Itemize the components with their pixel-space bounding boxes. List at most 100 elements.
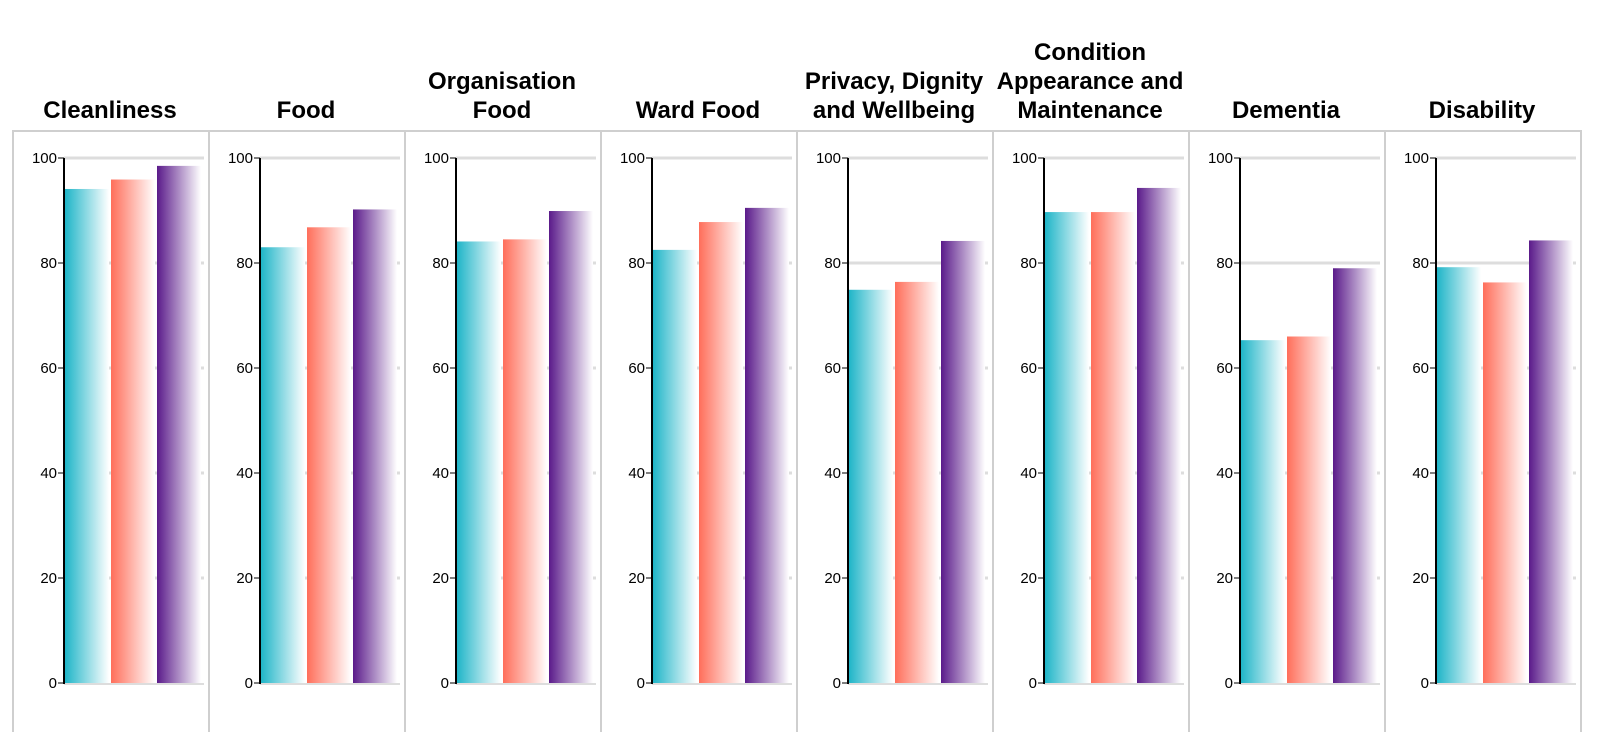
panel-frame xyxy=(1188,130,1384,732)
y-tick-label: 20 xyxy=(40,570,57,587)
panel-title: Organisation Food xyxy=(427,68,577,124)
y-tick-label: 80 xyxy=(40,255,57,272)
chart-panel: Organisation Food 0 20 40 60 80 100 xyxy=(404,0,600,732)
chart-panel: Disability 0 20 40 60 80 100 xyxy=(1384,0,1582,732)
panel-plot: 0 20 40 60 80 100 xyxy=(816,150,988,692)
bar xyxy=(699,222,743,684)
y-tick-label: 0 xyxy=(441,675,449,692)
y-tick-label: 40 xyxy=(628,465,645,482)
y-tick-label: 40 xyxy=(1020,465,1037,482)
y-tick-label: 20 xyxy=(236,570,253,587)
panel-frame xyxy=(600,130,796,732)
panel-frame xyxy=(404,130,600,732)
panel-plot: 0 20 40 60 80 100 xyxy=(1012,150,1184,692)
bar xyxy=(457,241,501,683)
panel-plot: 0 20 40 60 80 100 xyxy=(424,150,596,692)
chart-panel: Privacy, Dignity and Wellbeing 0 20 40 60 80 1… xyxy=(796,0,992,732)
y-tick-label: 60 xyxy=(1412,360,1429,377)
bar xyxy=(261,247,305,683)
y-tick-label: 60 xyxy=(1216,360,1233,377)
panel-title: Privacy, Dignity and Wellbeing xyxy=(804,68,984,124)
panel-title: Cleanliness xyxy=(43,97,177,124)
y-tick-label: 20 xyxy=(1020,570,1037,587)
panel-title: Condition Appearance and Maintenance xyxy=(996,39,1184,124)
y-tick-label: 0 xyxy=(637,675,645,692)
y-tick-label: 60 xyxy=(628,360,645,377)
panel-title: Ward Food xyxy=(635,97,761,124)
bar xyxy=(1287,336,1331,683)
y-tick-label: 100 xyxy=(424,150,449,167)
panel-plot: 0 20 40 60 80 100 xyxy=(228,150,400,692)
y-tick-label: 0 xyxy=(1029,675,1037,692)
chart-panel: Condition Appearance and Maintenance 0 20 4… xyxy=(992,0,1188,732)
y-tick-label: 40 xyxy=(824,465,841,482)
bar xyxy=(1529,240,1573,684)
panel-frame xyxy=(1384,130,1582,732)
bar xyxy=(1137,187,1181,684)
bar xyxy=(895,281,939,683)
y-tick-label: 80 xyxy=(236,255,253,272)
y-tick-label: 40 xyxy=(1216,465,1233,482)
y-tick-label: 100 xyxy=(816,150,841,167)
panel-plot: 0 20 40 60 80 100 xyxy=(1208,150,1380,692)
panel-plot: 0 20 40 60 80 100 xyxy=(32,150,204,692)
y-tick-label: 60 xyxy=(40,360,57,377)
y-tick-label: 100 xyxy=(1404,150,1429,167)
bar xyxy=(65,188,109,683)
bar xyxy=(307,227,351,684)
bar xyxy=(111,179,155,683)
y-tick-label: 100 xyxy=(620,150,645,167)
y-tick-label: 0 xyxy=(1421,675,1429,692)
bar xyxy=(745,207,789,683)
bar xyxy=(353,209,397,683)
bar xyxy=(1241,340,1285,683)
y-tick-label: 40 xyxy=(432,465,449,482)
y-tick-label: 0 xyxy=(49,675,57,692)
y-tick-label: 20 xyxy=(1216,570,1233,587)
bar xyxy=(1045,212,1089,683)
y-tick-label: 40 xyxy=(1412,465,1429,482)
y-tick-label: 80 xyxy=(432,255,449,272)
panel-title: Dementia xyxy=(1231,97,1341,124)
y-tick-label: 60 xyxy=(236,360,253,377)
bar xyxy=(1437,267,1481,683)
y-tick-label: 80 xyxy=(628,255,645,272)
y-tick-label: 100 xyxy=(1208,150,1233,167)
y-tick-label: 80 xyxy=(1216,255,1233,272)
panel-plot: 0 20 40 60 80 100 xyxy=(620,150,792,692)
y-tick-label: 80 xyxy=(1412,255,1429,272)
bar xyxy=(549,211,593,683)
panel-title: Disability xyxy=(1428,97,1536,124)
panel-plot: 0 20 40 60 80 100 xyxy=(1404,150,1576,692)
y-tick-label: 0 xyxy=(245,675,253,692)
y-tick-label: 100 xyxy=(1012,150,1037,167)
y-tick-label: 20 xyxy=(432,570,449,587)
chart-panel: Food 0 20 40 60 80 100 xyxy=(208,0,404,732)
y-tick-label: 60 xyxy=(1020,360,1037,377)
bar xyxy=(1483,282,1527,683)
chart-panel: Cleanliness 0 20 40 60 80 100 xyxy=(12,0,208,732)
bar xyxy=(653,249,697,683)
panel-frame xyxy=(208,130,404,732)
y-tick-label: 100 xyxy=(228,150,253,167)
panel-frame xyxy=(796,130,992,732)
y-tick-label: 20 xyxy=(824,570,841,587)
y-tick-label: 60 xyxy=(824,360,841,377)
panel-title: Food xyxy=(276,97,336,124)
chart-panel: Dementia 0 20 40 60 80 100 xyxy=(1188,0,1384,732)
y-tick-label: 0 xyxy=(833,675,841,692)
bar xyxy=(1091,212,1135,683)
panel-frame xyxy=(992,130,1188,732)
y-tick-label: 40 xyxy=(40,465,57,482)
bar xyxy=(941,240,985,683)
panel-frame xyxy=(12,130,208,732)
y-tick-label: 40 xyxy=(236,465,253,482)
y-tick-label: 20 xyxy=(1412,570,1429,587)
y-tick-label: 100 xyxy=(32,150,57,167)
bar xyxy=(157,165,201,683)
bar xyxy=(503,239,547,683)
y-tick-label: 80 xyxy=(824,255,841,272)
y-tick-label: 0 xyxy=(1225,675,1233,692)
y-tick-label: 20 xyxy=(628,570,645,587)
